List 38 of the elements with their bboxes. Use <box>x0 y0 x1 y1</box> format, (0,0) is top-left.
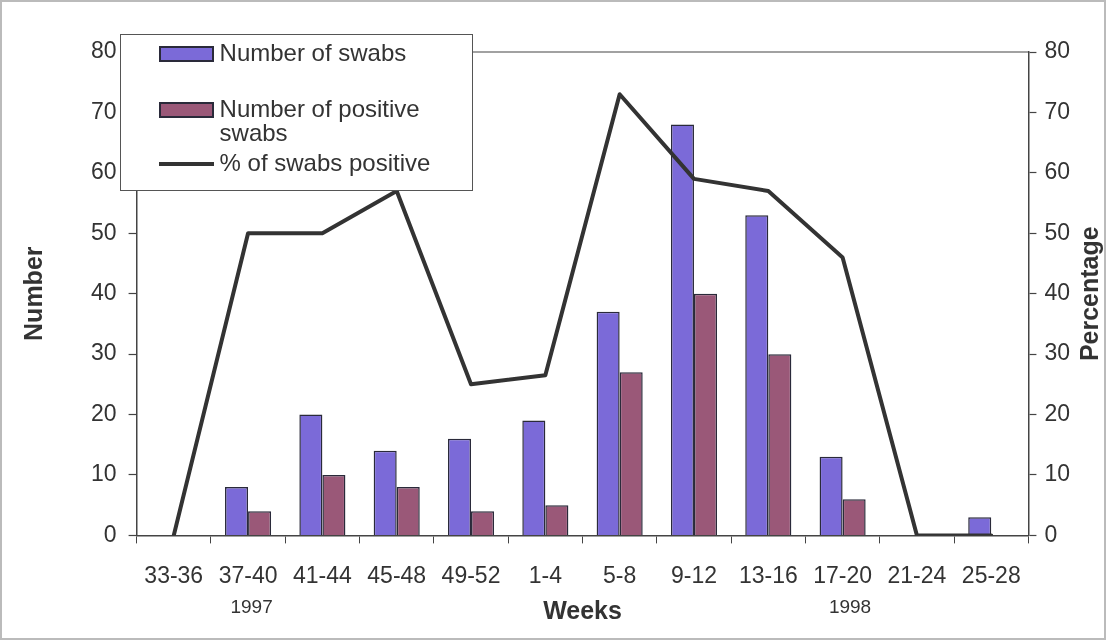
y2-tick-label: 60 <box>1044 158 1071 185</box>
y-tick-label: 40 <box>90 279 117 306</box>
y2-tick-label: 30 <box>1044 339 1071 366</box>
y2-tick-label: 40 <box>1044 279 1071 306</box>
y-tick-label: 30 <box>90 339 117 366</box>
y-tick-label: 10 <box>90 460 117 487</box>
x-tick-label: 5-8 <box>603 561 637 588</box>
y-tick-label: 20 <box>90 399 117 426</box>
y-axis-title: Number <box>18 246 47 341</box>
y2-tick-label: 20 <box>1044 399 1071 426</box>
x-tick-label: 25-28 <box>961 561 1021 588</box>
y2-tick-label: 0 <box>1044 520 1058 547</box>
legend-label: Number of swabs <box>219 39 407 66</box>
legend-label: Number of positive swabs <box>219 95 420 146</box>
y2-tick-label: 80 <box>1044 37 1071 64</box>
y-tick-label: 70 <box>90 97 117 124</box>
x-tick-label: 41-44 <box>292 561 352 588</box>
x-tick-label: 49-52 <box>441 561 501 588</box>
y2-tick-label: 70 <box>1044 97 1071 124</box>
y-tick-label: 80 <box>90 37 117 64</box>
x-tick-label: 37-40 <box>218 561 278 588</box>
legend-label: % of swabs positive <box>219 149 431 176</box>
text: 1998 <box>828 595 872 617</box>
y2-axis-title: Percentage <box>1074 226 1103 362</box>
x-tick-label: 1-4 <box>528 561 563 588</box>
x-tick-label: 45-48 <box>367 561 427 588</box>
x-tick-label: 9-12 <box>670 561 717 588</box>
y-tick-label: 60 <box>90 158 117 185</box>
text: 1997 <box>230 595 273 617</box>
y-tick-label: 0 <box>103 520 117 547</box>
x-tick-label: 17-20 <box>813 561 873 588</box>
y2-tick-label: 50 <box>1044 218 1071 245</box>
y2-tick-label: 10 <box>1044 460 1071 487</box>
x-tick-label: 33-36 <box>144 561 204 588</box>
x-axis-title: Weeks <box>543 595 622 624</box>
y-tick-label: 50 <box>90 218 117 245</box>
x-tick-label: 21-24 <box>887 561 947 588</box>
x-tick-label: 13-16 <box>738 561 798 588</box>
